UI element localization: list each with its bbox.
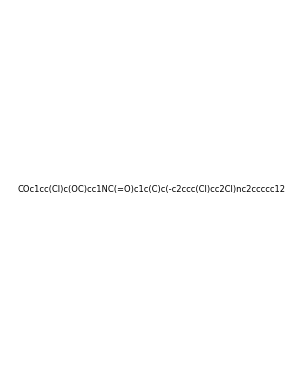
Text: COc1cc(Cl)c(OC)cc1NC(=O)c1c(C)c(-c2ccc(Cl)cc2Cl)nc2ccccc12: COc1cc(Cl)c(OC)cc1NC(=O)c1c(C)c(-c2ccc(C… bbox=[17, 185, 285, 194]
